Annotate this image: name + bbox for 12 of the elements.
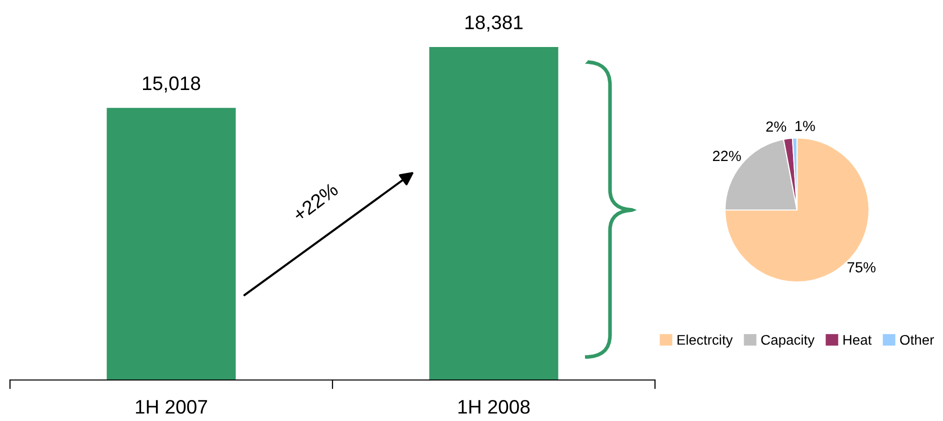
data-label: 1%: [796, 120, 815, 132]
data-label: 18,381: [466, 16, 523, 32]
legend-label: Capacity: [761, 334, 815, 348]
x-tick-label: 1H 2008: [458, 400, 530, 414]
data-label: 22%: [712, 150, 741, 162]
legend-label: Electrcity: [678, 334, 733, 348]
legend-label: Heat: [844, 335, 872, 345]
data-label: 2%: [766, 121, 786, 132]
data-label: 75%: [848, 262, 876, 272]
x-tick-label: 1H 2007: [136, 400, 208, 414]
data-label: 15,018: [143, 76, 200, 92]
legend-label: Other: [900, 334, 934, 345]
